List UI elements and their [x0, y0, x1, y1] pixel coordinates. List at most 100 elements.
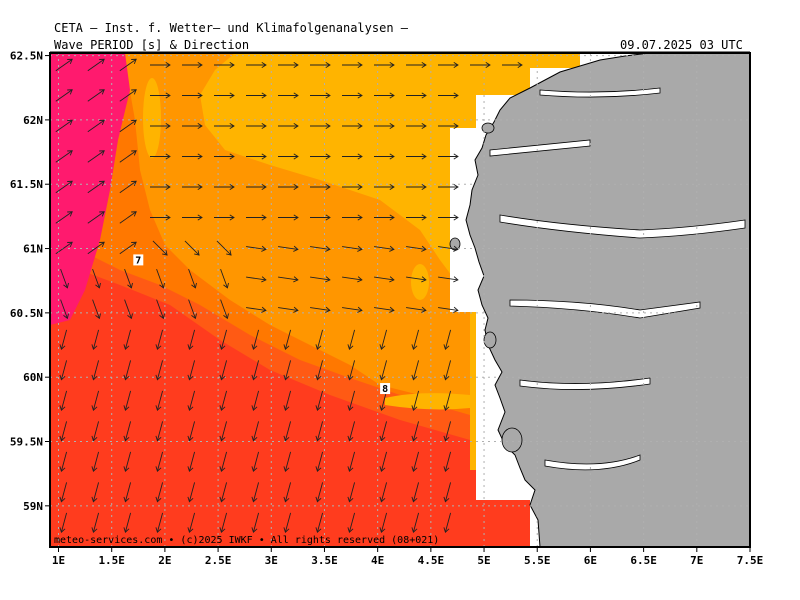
direction-arrow	[347, 360, 356, 381]
direction-arrow	[123, 451, 132, 472]
direction-arrow	[310, 276, 331, 283]
direction-arrow	[92, 268, 101, 289]
lat-tick-label: 60N	[23, 371, 43, 384]
direction-arrow	[283, 421, 292, 442]
direction-arrow	[182, 122, 203, 130]
direction-arrow	[374, 153, 395, 160]
direction-arrow	[155, 421, 164, 442]
direction-arrow	[438, 122, 459, 130]
direction-arrow	[119, 211, 137, 224]
direction-arrow	[278, 183, 299, 191]
direction-arrow	[438, 214, 459, 221]
direction-arrow	[342, 92, 363, 99]
direction-arrow	[91, 421, 100, 442]
direction-arrow	[283, 482, 292, 503]
direction-arrow	[342, 306, 363, 313]
direction-arrow	[119, 180, 137, 194]
lat-tick-label: 59.5N	[10, 436, 43, 449]
graticule	[50, 53, 750, 547]
direction-arrow	[342, 153, 363, 160]
contour-label: 8	[382, 384, 388, 395]
direction-arrow	[342, 214, 363, 221]
direction-arrow	[374, 276, 395, 283]
direction-arrow	[182, 153, 203, 160]
direction-arrow	[187, 512, 196, 533]
direction-arrow	[60, 268, 69, 289]
direction-arrow	[59, 329, 68, 350]
direction-arrow	[342, 61, 363, 69]
direction-arrow	[91, 512, 100, 533]
direction-arrow	[379, 329, 388, 350]
direction-arrow	[342, 122, 363, 130]
direction-arrow	[59, 512, 68, 533]
direction-arrow	[119, 241, 137, 255]
direction-arrow	[310, 153, 331, 160]
direction-arrow	[470, 61, 491, 69]
direction-arrow	[315, 451, 324, 472]
direction-arrow	[438, 306, 459, 313]
direction-arrow	[374, 183, 395, 191]
direction-arrow	[246, 153, 267, 160]
direction-arrow	[379, 390, 388, 411]
direction-arrow	[87, 58, 105, 72]
direction-arrow	[374, 61, 395, 69]
direction-arrow	[59, 360, 68, 381]
direction-arrow	[443, 451, 452, 472]
direction-arrow	[150, 153, 171, 160]
direction-arrow	[283, 390, 292, 411]
direction-arrow	[315, 421, 324, 442]
direction-arrow	[310, 245, 331, 252]
island	[481, 122, 495, 134]
direction-arrow	[315, 390, 324, 411]
direction-arrow	[278, 153, 299, 160]
fjord	[539, 87, 661, 98]
direction-arrow	[91, 360, 100, 381]
header-datetime: 09.07.2025 03 UTC	[620, 38, 743, 52]
direction-arrow	[374, 122, 395, 130]
contour-label: 7	[135, 255, 141, 266]
direction-arrow	[92, 299, 101, 320]
direction-arrow	[278, 122, 299, 130]
direction-arrow	[251, 512, 260, 533]
direction-arrow	[214, 61, 235, 69]
fjord	[509, 299, 701, 319]
direction-arrow	[411, 512, 420, 533]
direction-arrow	[310, 92, 331, 99]
direction-arrow	[278, 61, 299, 69]
direction-arrow	[379, 360, 388, 381]
direction-arrow	[219, 360, 228, 381]
direction-arrow	[87, 89, 105, 102]
direction-arrow	[55, 211, 73, 224]
direction-arrow	[187, 390, 196, 411]
lon-tick-label: 3E	[265, 554, 278, 567]
direction-arrow	[278, 245, 299, 252]
direction-arrow	[374, 306, 395, 313]
lat-tick-label: 62N	[23, 114, 43, 127]
direction-arrow	[59, 451, 68, 472]
direction-arrow	[184, 240, 200, 256]
direction-arrow	[123, 512, 132, 533]
header-parameter: Wave_PERIOD_[s]_&_Direction	[54, 38, 250, 52]
direction-arrow	[55, 58, 73, 72]
direction-arrow	[55, 150, 73, 163]
direction-arrow	[219, 421, 228, 442]
direction-arrow	[91, 329, 100, 350]
direction-arrow	[59, 482, 68, 503]
direction-arrow	[182, 183, 203, 191]
direction-arrow	[119, 58, 137, 72]
direction-arrow	[219, 512, 228, 533]
direction-arrow	[187, 421, 196, 442]
direction-arrow	[91, 451, 100, 472]
header-source: CETA — Inst. f. Wetter— und Klimafolgena…	[54, 21, 409, 35]
direction-arrow	[214, 122, 235, 130]
lon-tick-label: 4.5E	[418, 554, 445, 567]
direction-arrow	[150, 214, 171, 221]
direction-arrow	[443, 329, 452, 350]
direction-arrow	[150, 61, 171, 69]
direction-arrow	[119, 150, 137, 163]
direction-arrow	[347, 390, 356, 411]
direction-arrow	[347, 512, 356, 533]
direction-arrow	[406, 276, 427, 283]
direction-arrow	[55, 241, 73, 255]
